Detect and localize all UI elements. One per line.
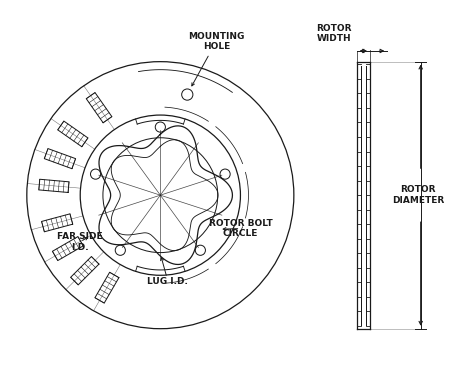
Text: MOUNTING
HOLE: MOUNTING HOLE (188, 32, 245, 86)
Text: FAR SIDE
I.D.: FAR SIDE I.D. (58, 232, 103, 252)
Text: ROTOR
WIDTH: ROTOR WIDTH (316, 23, 351, 43)
Text: LUG I.D.: LUG I.D. (147, 278, 188, 286)
Text: ROTOR
DIAMETER: ROTOR DIAMETER (392, 186, 444, 205)
Text: ROTOR BOLT
CIRCLE: ROTOR BOLT CIRCLE (208, 219, 272, 238)
